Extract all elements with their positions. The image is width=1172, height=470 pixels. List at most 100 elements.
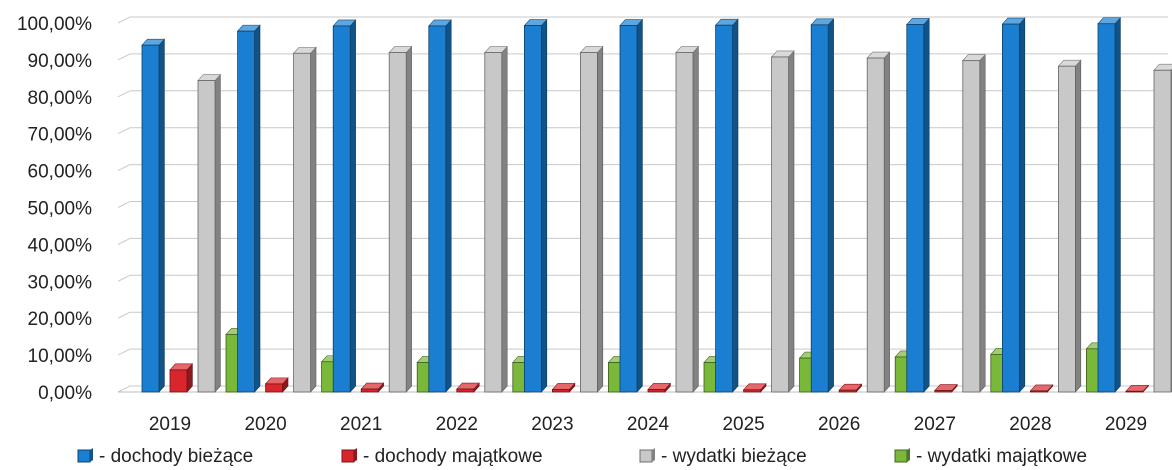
bar-front (647, 389, 666, 393)
bar-side (788, 50, 795, 393)
bar (1001, 17, 1026, 393)
bar (906, 17, 930, 393)
bar (866, 51, 891, 393)
bar-side (923, 17, 930, 393)
bar (551, 382, 576, 393)
legend-swatch (639, 449, 653, 463)
y-tick-label: 40,00% (28, 235, 93, 256)
bar-front (771, 56, 789, 393)
bar-front (1058, 65, 1076, 393)
legend-item: - wydatki bieżące (639, 446, 807, 467)
bar (962, 53, 986, 393)
legend-swatch-side (90, 448, 93, 462)
bar-front (332, 25, 351, 393)
bar-front (524, 25, 542, 393)
legend-label: - wydatki majątkowe (916, 446, 1087, 467)
bar-side (636, 18, 643, 393)
bar-side (310, 46, 317, 393)
bar-front (237, 30, 256, 393)
y-axis: 0,00% 10,00% 20,00% 30,00% 40,00% 50,00% 60,00… (17, 14, 92, 404)
gridline-side (117, 127, 131, 135)
bar-front (1153, 69, 1172, 393)
bar-front (428, 25, 447, 393)
bar-side (541, 18, 548, 393)
bar (838, 383, 863, 393)
gridline-side (117, 348, 131, 356)
bar-front (1002, 23, 1020, 393)
y-tick-label: 90,00% (28, 51, 93, 72)
bar (1153, 63, 1172, 393)
gridline-side (117, 237, 131, 245)
bar (1029, 384, 1054, 393)
legend-item: - dochody bieżące (77, 446, 253, 467)
gridline-side (117, 16, 131, 24)
bar-side (501, 45, 508, 393)
bar-side (597, 45, 604, 393)
bar (770, 50, 795, 393)
bar (332, 19, 357, 393)
bar-side (445, 19, 452, 393)
bar-front (360, 388, 379, 393)
bar-front (197, 80, 216, 393)
bar (647, 382, 672, 393)
gridline-side (117, 53, 131, 61)
bar-side (692, 45, 699, 393)
y-tick-label: 80,00% (28, 88, 93, 109)
bar-side (1019, 17, 1026, 393)
bar (810, 18, 835, 393)
bar-side (214, 73, 221, 393)
legend-item: - dochody majątkowe (341, 446, 543, 467)
x-tick-label: 2023 (531, 414, 573, 435)
bar-side (254, 24, 261, 393)
gridline-side (117, 164, 131, 172)
bar-front (580, 52, 598, 393)
gridline-side (117, 274, 131, 282)
bar (141, 38, 166, 393)
bar-front (141, 44, 160, 393)
bar-front (838, 389, 857, 393)
y-tick-label: 0,00% (38, 383, 92, 404)
legend: - dochody bieżące - dochody majątkowe - wy… (77, 446, 1087, 467)
bar-side (158, 38, 165, 393)
bar (1097, 16, 1122, 393)
bar-front (1097, 23, 1116, 393)
x-tick-label: 2022 (436, 414, 478, 435)
bar (523, 18, 548, 393)
legend-item: - wydatki majątkowe (894, 446, 1087, 467)
bar-front (484, 52, 503, 393)
x-axis-labels: 2019 2020 2021 2022 2023 2024 2025 2026 2027 2028… (149, 414, 1147, 435)
bar (742, 383, 767, 393)
y-tick-label: 100,00% (17, 14, 92, 35)
bar-front (552, 389, 570, 393)
x-tick-label: 2028 (1009, 414, 1051, 435)
bar-side (405, 45, 412, 393)
gridline-side (117, 201, 131, 208)
bar-top (1153, 63, 1172, 71)
bar-side (349, 19, 356, 393)
x-tick-label: 2029 (1105, 414, 1147, 435)
bar (456, 382, 480, 393)
x-tick-label: 2026 (818, 414, 860, 435)
bar-front (1030, 390, 1048, 393)
y-tick-label: 20,00% (28, 309, 93, 330)
bar-front (169, 369, 188, 393)
bar-front (619, 25, 638, 393)
gridline-side (117, 90, 131, 98)
x-tick-label: 2019 (149, 414, 191, 435)
bar-side (883, 51, 890, 393)
bar-front (934, 390, 953, 393)
bar-front (906, 24, 925, 393)
bar (292, 46, 317, 393)
bar (619, 18, 644, 393)
bar-front (388, 52, 407, 393)
bar (484, 45, 508, 393)
legend-swatch-side (652, 448, 655, 462)
bar (428, 19, 452, 393)
legend-swatch (77, 449, 91, 463)
bar-front (866, 57, 885, 393)
bar-front (715, 24, 733, 393)
bar-front (743, 389, 761, 393)
bar-front (962, 60, 981, 393)
x-tick-label: 2020 (244, 414, 286, 435)
legend-swatch (341, 449, 355, 463)
